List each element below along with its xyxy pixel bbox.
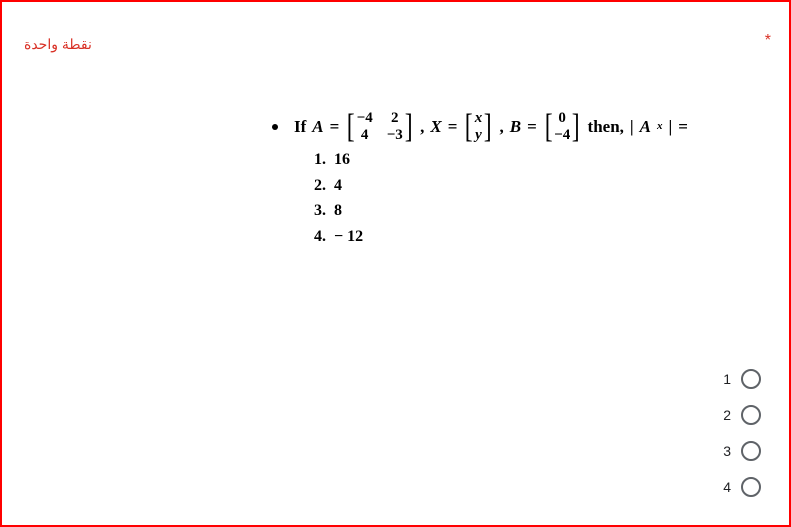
answer-item: 4. − 12: [314, 224, 688, 250]
mX-r1: x: [475, 110, 483, 127]
mA-r2c1: 4: [361, 127, 369, 144]
radio-icon[interactable]: [741, 405, 761, 425]
answer-item: 3. 8: [314, 198, 688, 224]
radio-icon[interactable]: [741, 477, 761, 497]
required-star-icon: *: [765, 32, 771, 50]
option-1[interactable]: 1: [723, 369, 761, 389]
comma: ,: [500, 114, 504, 140]
bracket-right-icon: ]: [404, 113, 412, 140]
eq-sign-3: =: [527, 114, 537, 140]
var-B: B: [510, 114, 521, 140]
eq-sign: =: [330, 114, 340, 140]
question-card: * نقطة واحدة If A = [ −4 4 2 −3: [0, 0, 791, 527]
det-open: |: [630, 114, 634, 140]
det-close: |: [669, 114, 673, 140]
equals-tail: =: [678, 114, 688, 140]
matrix-B: [ 0 −4 ]: [543, 110, 582, 143]
answer-num: 3.: [314, 202, 326, 219]
answer-val: 4: [334, 177, 342, 194]
radio-icon[interactable]: [741, 369, 761, 389]
answer-num: 4.: [314, 228, 326, 245]
option-label: 1: [723, 371, 731, 387]
option-label: 3: [723, 443, 731, 459]
answer-val: 16: [334, 151, 350, 168]
answer-num: 2.: [314, 177, 326, 194]
mB-r2: −4: [554, 127, 570, 144]
options-group: 1 2 3 4: [723, 369, 761, 497]
bracket-left-icon: [: [347, 113, 355, 140]
option-label: 2: [723, 407, 731, 423]
answer-val: 8: [334, 202, 342, 219]
bracket-right-icon: ]: [572, 113, 580, 140]
det-sub: x: [657, 118, 663, 135]
radio-icon[interactable]: [741, 441, 761, 461]
bullet-icon: [272, 124, 278, 130]
answer-item: 2. 4: [314, 173, 688, 199]
matrix-A: [ −4 4 2 −3 ]: [345, 110, 414, 143]
bracket-left-icon: [: [545, 113, 553, 140]
var-A: A: [312, 114, 323, 140]
mB-r1: 0: [558, 110, 566, 127]
question-line: If A = [ −4 4 2 −3 ] , X: [270, 110, 688, 143]
det-A: A: [640, 114, 651, 140]
matrix-X: [ x y ]: [463, 110, 493, 143]
answer-num: 1.: [314, 151, 326, 168]
var-X: X: [430, 114, 441, 140]
option-4[interactable]: 4: [723, 477, 761, 497]
mA-r1c2: 2: [391, 110, 399, 127]
mA-r1c1: −4: [357, 110, 373, 127]
bracket-left-icon: [: [465, 113, 473, 140]
mX-r2: y: [475, 127, 482, 144]
points-label: نقطة واحدة: [24, 36, 92, 53]
comma: ,: [420, 114, 424, 140]
if-text: If: [294, 114, 306, 140]
eq-sign-2: =: [448, 114, 458, 140]
then-text: then,: [588, 114, 624, 140]
answer-item: 1. 16: [314, 147, 688, 173]
mA-r2c2: −3: [387, 127, 403, 144]
option-label: 4: [723, 479, 731, 495]
option-3[interactable]: 3: [723, 441, 761, 461]
answers-list: 1. 16 2. 4 3. 8 4. − 12: [314, 147, 688, 249]
answer-val: − 12: [334, 228, 363, 245]
question-content: If A = [ −4 4 2 −3 ] , X: [270, 110, 688, 249]
bracket-right-icon: ]: [484, 113, 492, 140]
option-2[interactable]: 2: [723, 405, 761, 425]
